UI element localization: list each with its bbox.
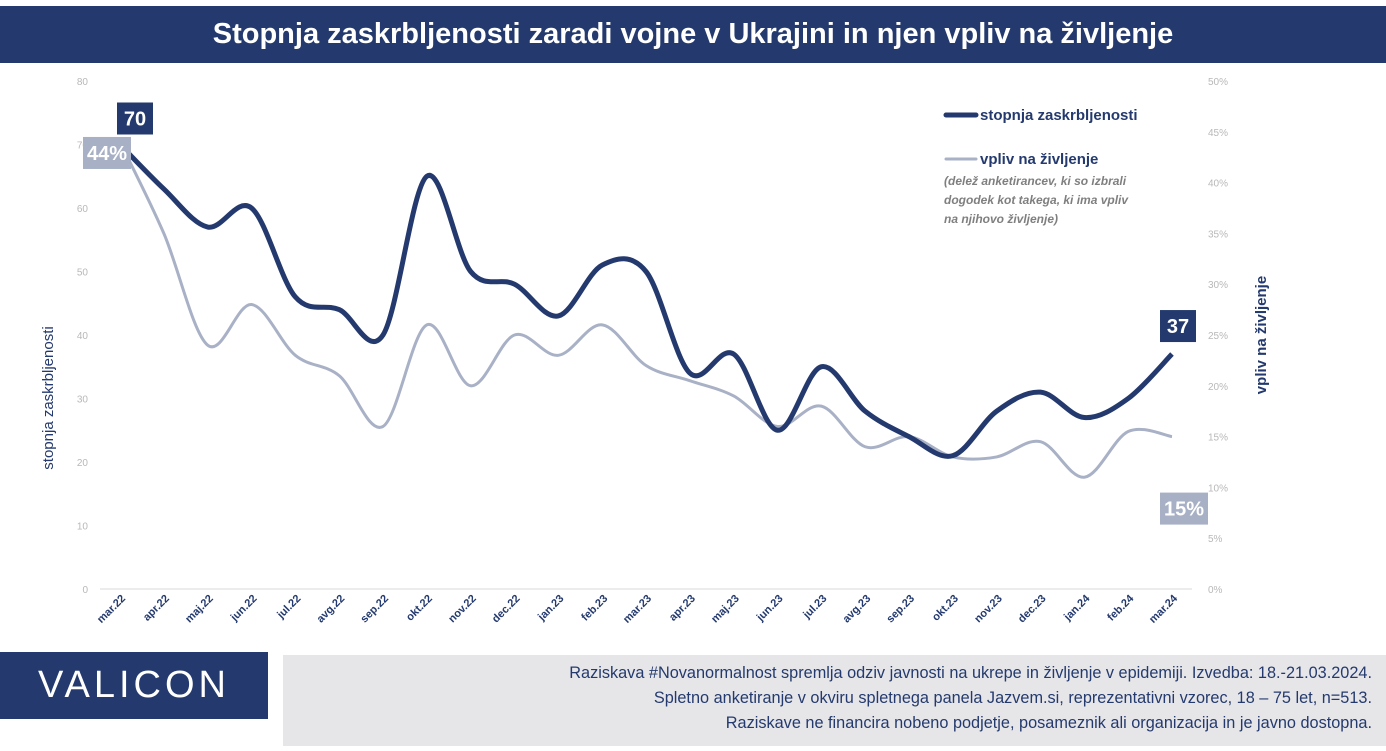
legend-note-line: (delež anketirancev, ki so izbrali (944, 174, 1127, 188)
x-tick-label: apr.22 (141, 593, 172, 624)
x-tick-label: avg.23 (841, 593, 874, 626)
data-label-text: 44% (87, 143, 127, 165)
x-tick-label: feb.24 (1105, 592, 1137, 624)
x-tick-label: okt.23 (930, 593, 961, 624)
x-tick-label: avg.22 (315, 593, 348, 626)
right-tick-label: 45% (1208, 128, 1228, 139)
right-axis-title: vpliv na življenje (1253, 276, 1270, 394)
x-tick-label: jan.24 (1061, 592, 1093, 624)
x-tick-label: nov.22 (446, 593, 479, 626)
logo-text: VALICON (37, 664, 230, 706)
x-tick-label: jul.23 (800, 593, 829, 622)
x-tick-label: dec.23 (1016, 593, 1049, 626)
series-line-stopnja-zaskrbljenosti (118, 142, 1174, 459)
x-tick-label: apr.23 (667, 593, 698, 624)
x-tick-label: mar.22 (95, 593, 128, 626)
left-tick-label: 80 (77, 77, 89, 88)
right-tick-label: 30% (1208, 280, 1228, 291)
data-labels: 70 44% 37 15% (83, 102, 1208, 525)
right-axis-ticks: 0% 5% 10% 15% 20% 25% 30% 35% 40% 45% 50% (1208, 77, 1228, 596)
legend-note-line: dogodek kot takega, ki ima vpliv (944, 193, 1129, 207)
right-tick-label: 25% (1208, 331, 1228, 342)
right-tick-label: 35% (1208, 229, 1228, 240)
data-label-box (1160, 492, 1208, 525)
left-tick-label: 10 (77, 522, 89, 533)
x-tick-label: maj.23 (709, 593, 742, 626)
footer-line-2: Spletno anketiranje v okviru spletnega p… (653, 689, 1372, 707)
line-chart: 0 10 20 30 40 50 60 70 80 0% 5% 10% 15% 20% 25% 30% 35%… (40, 77, 1270, 626)
x-tick-label: maj.22 (183, 593, 216, 626)
x-tick-label: jan.23 (535, 593, 566, 624)
data-label-box (83, 136, 131, 169)
legend-label-stopnja: stopnja zaskrbljenosti (980, 107, 1138, 124)
data-label-box (1160, 310, 1196, 343)
x-tick-label: jun.22 (228, 593, 260, 625)
legend: stopnja zaskrbljenosti vpliv na življenj… (943, 107, 1138, 226)
page-title: Stopnja zaskrbljenosti zaradi vojne v Uk… (212, 18, 1174, 50)
left-tick-label: 40 (77, 331, 89, 342)
left-tick-label: 70 (77, 141, 89, 152)
x-tick-label: sep.23 (884, 593, 917, 626)
x-tick-label: nov.23 (972, 593, 1005, 626)
left-tick-label: 50 (77, 268, 89, 279)
x-tick-label: jun.23 (754, 593, 786, 625)
right-tick-label: 15% (1208, 433, 1228, 444)
left-tick-label: 0 (82, 585, 88, 596)
data-label-text: 37 (1167, 316, 1189, 338)
right-tick-label: 5% (1208, 534, 1223, 545)
right-tick-label: 10% (1208, 483, 1228, 494)
right-tick-label: 40% (1208, 179, 1228, 190)
x-tick-label: okt.22 (404, 593, 435, 624)
data-label-text: 70 (124, 109, 146, 131)
right-tick-label: 0% (1208, 585, 1223, 596)
data-label-box (117, 102, 153, 135)
left-tick-label: 30 (77, 395, 89, 406)
footer-note: Raziskava #Novanormalnost spremlja odziv… (283, 655, 1386, 746)
footer-line-3: Raziskave ne financira nobeno podjetje, … (725, 714, 1372, 732)
right-tick-label: 50% (1208, 77, 1228, 88)
legend-label-vpliv: vpliv na življenje (980, 151, 1098, 168)
title-bar: Stopnja zaskrbljenosti zaradi vojne v Uk… (0, 6, 1386, 63)
x-tick-label: feb.23 (579, 593, 610, 624)
x-tick-label: mar.24 (1147, 592, 1181, 626)
left-axis-ticks: 0 10 20 30 40 50 60 70 80 (77, 77, 89, 596)
left-tick-label: 20 (77, 458, 89, 469)
valicon-logo: VALICON (0, 652, 268, 719)
left-tick-label: 60 (77, 204, 89, 215)
x-tick-label: sep.22 (358, 593, 391, 626)
x-tick-label: jul.22 (274, 593, 303, 622)
legend-note-line: na njihovo življenje) (944, 212, 1058, 226)
series-line-vpliv-na-zivljenje (118, 141, 1173, 479)
x-tick-label: mar.23 (621, 593, 654, 626)
x-tick-label: dec.22 (490, 593, 523, 626)
right-tick-label: 20% (1208, 382, 1228, 393)
left-axis-title: stopnja zaskrbljenosti (40, 326, 57, 469)
legend-note: (delež anketirancev, ki so izbrali dogode… (944, 174, 1129, 226)
data-label-text: 15% (1164, 499, 1204, 521)
footer-line-1: Raziskava #Novanormalnost spremlja odziv… (569, 664, 1372, 682)
x-axis-ticks: mar.22 apr.22 maj.22 jun.22 jul.22 avg.22 sep.… (95, 592, 1181, 626)
